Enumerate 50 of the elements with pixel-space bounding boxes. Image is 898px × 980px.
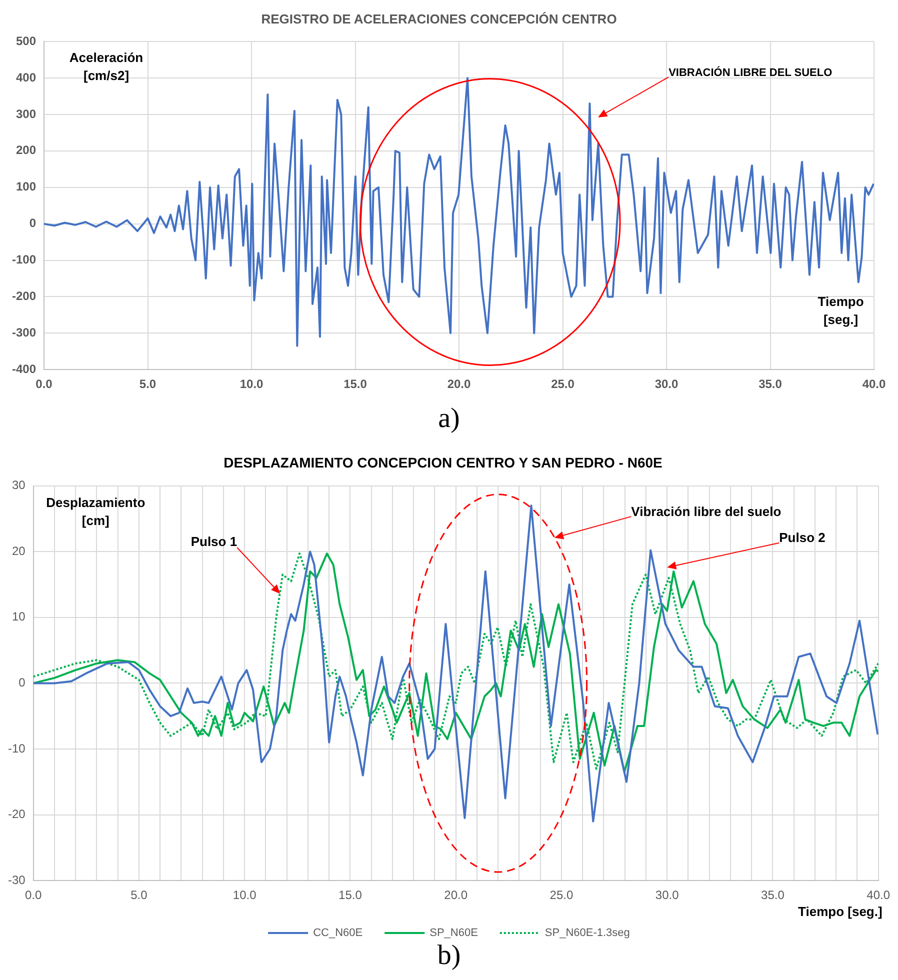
y-tick-label: -20 [8, 807, 26, 822]
x-tick-label: 40.0 [862, 377, 886, 392]
y-axis-title: Aceleración [cm/s2] [68, 48, 144, 85]
y-axis-title: Desplazamiento [cm] [45, 494, 146, 530]
text: a) [437, 403, 461, 435]
annotation: Vibración libre del suelo [631, 504, 782, 519]
y-tick-label: -10 [8, 741, 26, 756]
x-tick-label: 0.0 [36, 377, 53, 392]
x-tick-label: 15.0 [338, 888, 362, 902]
annotation: Pulso 1 [190, 534, 238, 550]
y-tick-label: 20 [12, 544, 26, 558]
y-tick-label: 100 [16, 180, 36, 194]
x-axis-title: Tiempo [seg.] [797, 902, 882, 921]
legend-label: CC_N60E [313, 927, 363, 940]
y-tick-label: -30 [8, 872, 26, 887]
y-tick-label: -100 [12, 252, 36, 267]
y-tick-label: 0 [29, 216, 36, 230]
x-tick-label: 10.0 [232, 888, 257, 902]
x-tick-label: 25.0 [550, 888, 574, 902]
x-tick-label: 30.0 [655, 888, 680, 902]
x-tick-label: 5.0 [130, 888, 148, 902]
text: b) [436, 940, 462, 972]
y-tick-label: -300 [12, 325, 36, 340]
x-tick-label: 20.0 [447, 377, 472, 392]
x-tick-label: 0.0 [25, 888, 42, 902]
chart-title: DESPLAZAMIENTO CONCEPCION CENTRO Y SAN PEDRO - N60E [224, 454, 662, 470]
y-tick-label: 500 [16, 34, 36, 48]
x-axis-title: Tiempo [seg.] [816, 293, 865, 330]
y-tick-label: 300 [16, 106, 36, 121]
y-tick-label: 400 [16, 70, 36, 84]
y-tick-label: 10 [12, 610, 26, 624]
annotation: Pulso 2 [779, 530, 826, 545]
y-tick-label: -200 [12, 289, 36, 304]
legend-label: SP_N60E-1.3seg [544, 927, 630, 940]
x-tick-label: 10.0 [240, 377, 264, 392]
x-tick-label: 35.0 [761, 888, 785, 902]
y-tick-label: -400 [12, 362, 36, 376]
x-tick-label: 25.0 [551, 377, 575, 392]
chart-title: REGISTRO DE ACELERACIONES CONCEPCIÓN CENTRO [261, 11, 617, 26]
x-tick-label: 40.0 [866, 888, 890, 902]
x-tick-label: 30.0 [654, 377, 679, 392]
annotation: VIBRACIÓN LIBRE DEL SUELO [668, 67, 832, 80]
y-tick-label: 0 [18, 676, 26, 690]
legend-label: SP_N60E [430, 927, 478, 940]
x-tick-label: 5.0 [139, 377, 156, 392]
y-tick-label: 200 [16, 143, 36, 158]
x-tick-label: 15.0 [344, 377, 368, 392]
x-tick-label: 35.0 [758, 377, 782, 392]
y-tick-label: 30 [12, 478, 26, 492]
x-tick-label: 20.0 [444, 888, 468, 902]
